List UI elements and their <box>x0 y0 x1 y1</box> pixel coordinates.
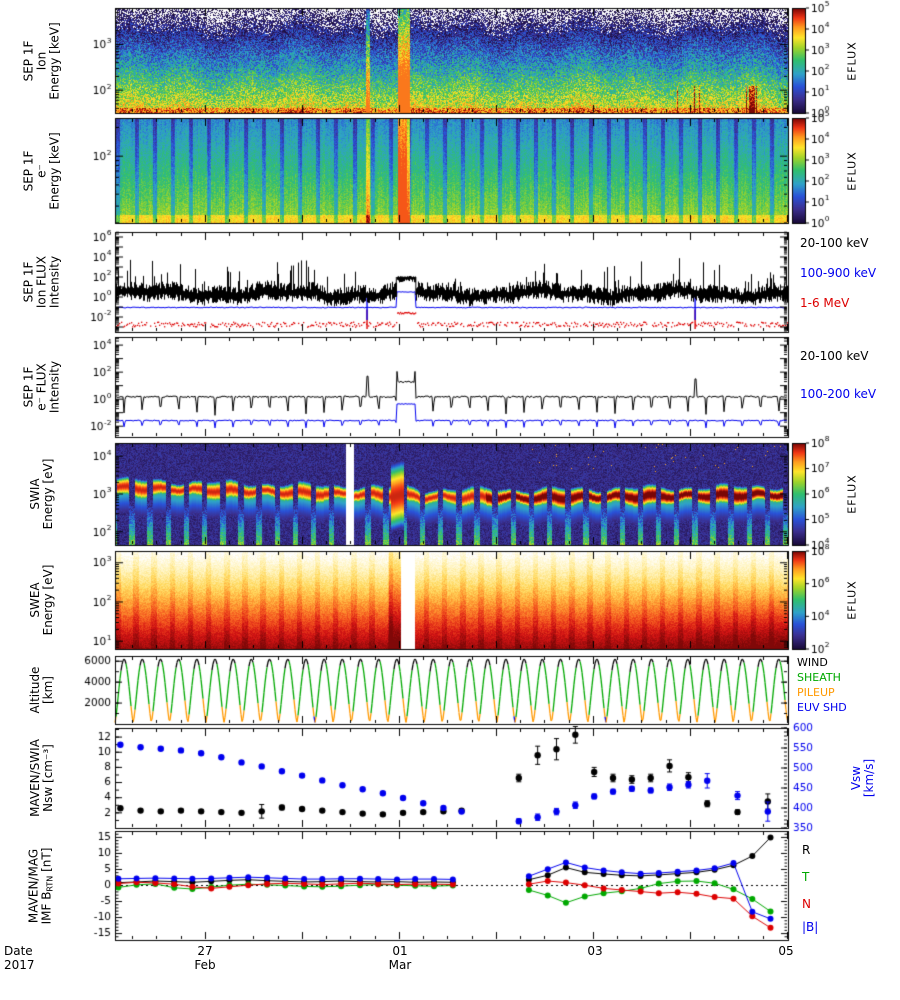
eflux-label: EFLUX <box>845 40 859 81</box>
vsw-axis-label: Vsw [km/s] <box>849 758 876 798</box>
x-tick-day: 27 <box>197 944 213 958</box>
x-tick-feb27: 27 Feb <box>180 944 230 972</box>
x-tick-mar05: 05 <box>761 944 811 958</box>
ylabel-sub-rtn: RTN <box>45 875 55 892</box>
x-tick-day: 03 <box>587 944 603 958</box>
ylabel-rot: MAVEN/SWIA Nsw [cm⁻³] <box>28 739 55 817</box>
date-axis-title: Date 2017 <box>4 944 35 972</box>
legend-region-euvshd: EUV SHD <box>797 701 847 714</box>
ylabel-rot: SWIA Energy [eV] <box>28 458 55 530</box>
ylabel-mag: MAVEN/MAG IMF BRTN [nT] <box>0 831 84 940</box>
ylabel-line: Intensity <box>47 360 62 414</box>
ylabel-line: Energy [keV] <box>47 21 62 100</box>
ylabel-sep-e-flux: SEP 1F e⁻ FLUX Intensity <box>0 337 84 437</box>
date-label: Date <box>4 944 33 958</box>
legend-ion-flux-2: 100-900 keV <box>800 266 877 280</box>
ylabel-b: IMF B <box>39 891 54 924</box>
eflux-wrap-sep-e: EFLUX <box>845 118 859 223</box>
ylabel-line: IMF BRTN [nT] <box>39 847 57 924</box>
legend-ion-flux-3: 1-6 MeV <box>800 296 850 310</box>
legend-mag-btot: |B| <box>802 920 819 934</box>
eflux-label: EFLUX <box>845 580 859 620</box>
legend-region-wind: WIND <box>797 656 828 669</box>
x-tick-mar03: 03 <box>570 944 620 958</box>
x-tick-mar01: 01 Mar <box>375 944 425 972</box>
ylabel-swea-spec: SWEA Energy [eV] <box>0 551 84 649</box>
legend-mag-t: T <box>802 870 810 884</box>
ylabel-swia-spec: SWIA Energy [eV] <box>0 443 84 545</box>
legend-region-pileup: PILEUP <box>797 686 835 699</box>
x-tick-day: 05 <box>778 944 794 958</box>
ylabel-rot: SEP 1F e⁻ Energy [keV] <box>22 131 62 210</box>
x-tick-month: Feb <box>194 958 216 972</box>
eflux-wrap-swea: EFLUX <box>845 551 859 649</box>
ylabel-rot: SEP 1F e⁻ FLUX Intensity <box>22 360 62 414</box>
vsw-axis-label-wrap: Vsw [km/s] <box>849 728 876 828</box>
x-tick-month: Mar <box>388 958 412 972</box>
ylabel-line: Intensity <box>47 255 62 309</box>
ylabel-line: [km] <box>41 676 55 705</box>
ylabel-rot: SWEA Energy [eV] <box>28 564 55 636</box>
year-label: 2017 <box>4 958 35 972</box>
ylabel-rot: MAVEN/MAG IMF BRTN [nT] <box>27 847 57 924</box>
ylabel-suffix: [nT] <box>39 847 54 876</box>
legend-e-flux-1: 20-100 keV <box>800 349 869 363</box>
legend-mag-n: N <box>802 897 811 911</box>
ylabel-altitude: Altitude [km] <box>0 656 84 724</box>
x-tick-day: 01 <box>392 944 408 958</box>
ylabel-line: Energy [eV] <box>41 564 55 636</box>
ylabel-rot: SEP 1F Ion Energy [keV] <box>22 21 62 100</box>
ylabel-line: Energy [eV] <box>41 458 55 530</box>
legend-ion-flux-1: 20-100 keV <box>800 236 869 250</box>
eflux-wrap-swia: EFLUX <box>845 443 859 545</box>
ylabel-rot: Altitude [km] <box>28 667 55 714</box>
ylabel-sep-e-spec: SEP 1F e⁻ Energy [keV] <box>0 118 84 223</box>
ylabel-sep-ion-spec: SEP 1F Ion Energy [keV] <box>0 8 84 113</box>
ylabel-sep-ion-flux: SEP 1F Ion FLUX Intensity <box>0 232 84 332</box>
ylabel-line: Nsw [cm⁻³] <box>41 744 55 812</box>
eflux-label: EFLUX <box>845 150 859 191</box>
ylabel-nsw: MAVEN/SWIA Nsw [cm⁻³] <box>0 728 84 828</box>
eflux-label: EFLUX <box>845 474 859 514</box>
legend-mag-r: R <box>802 843 811 857</box>
ylabel-line: Energy [keV] <box>47 131 62 210</box>
legend-region-sheath: SHEATH <box>797 671 841 684</box>
legend-e-flux-2: 100-200 keV <box>800 387 877 401</box>
eflux-wrap-sep-ion: EFLUX <box>845 8 859 113</box>
ylabel-rot: SEP 1F Ion FLUX Intensity <box>22 255 62 309</box>
